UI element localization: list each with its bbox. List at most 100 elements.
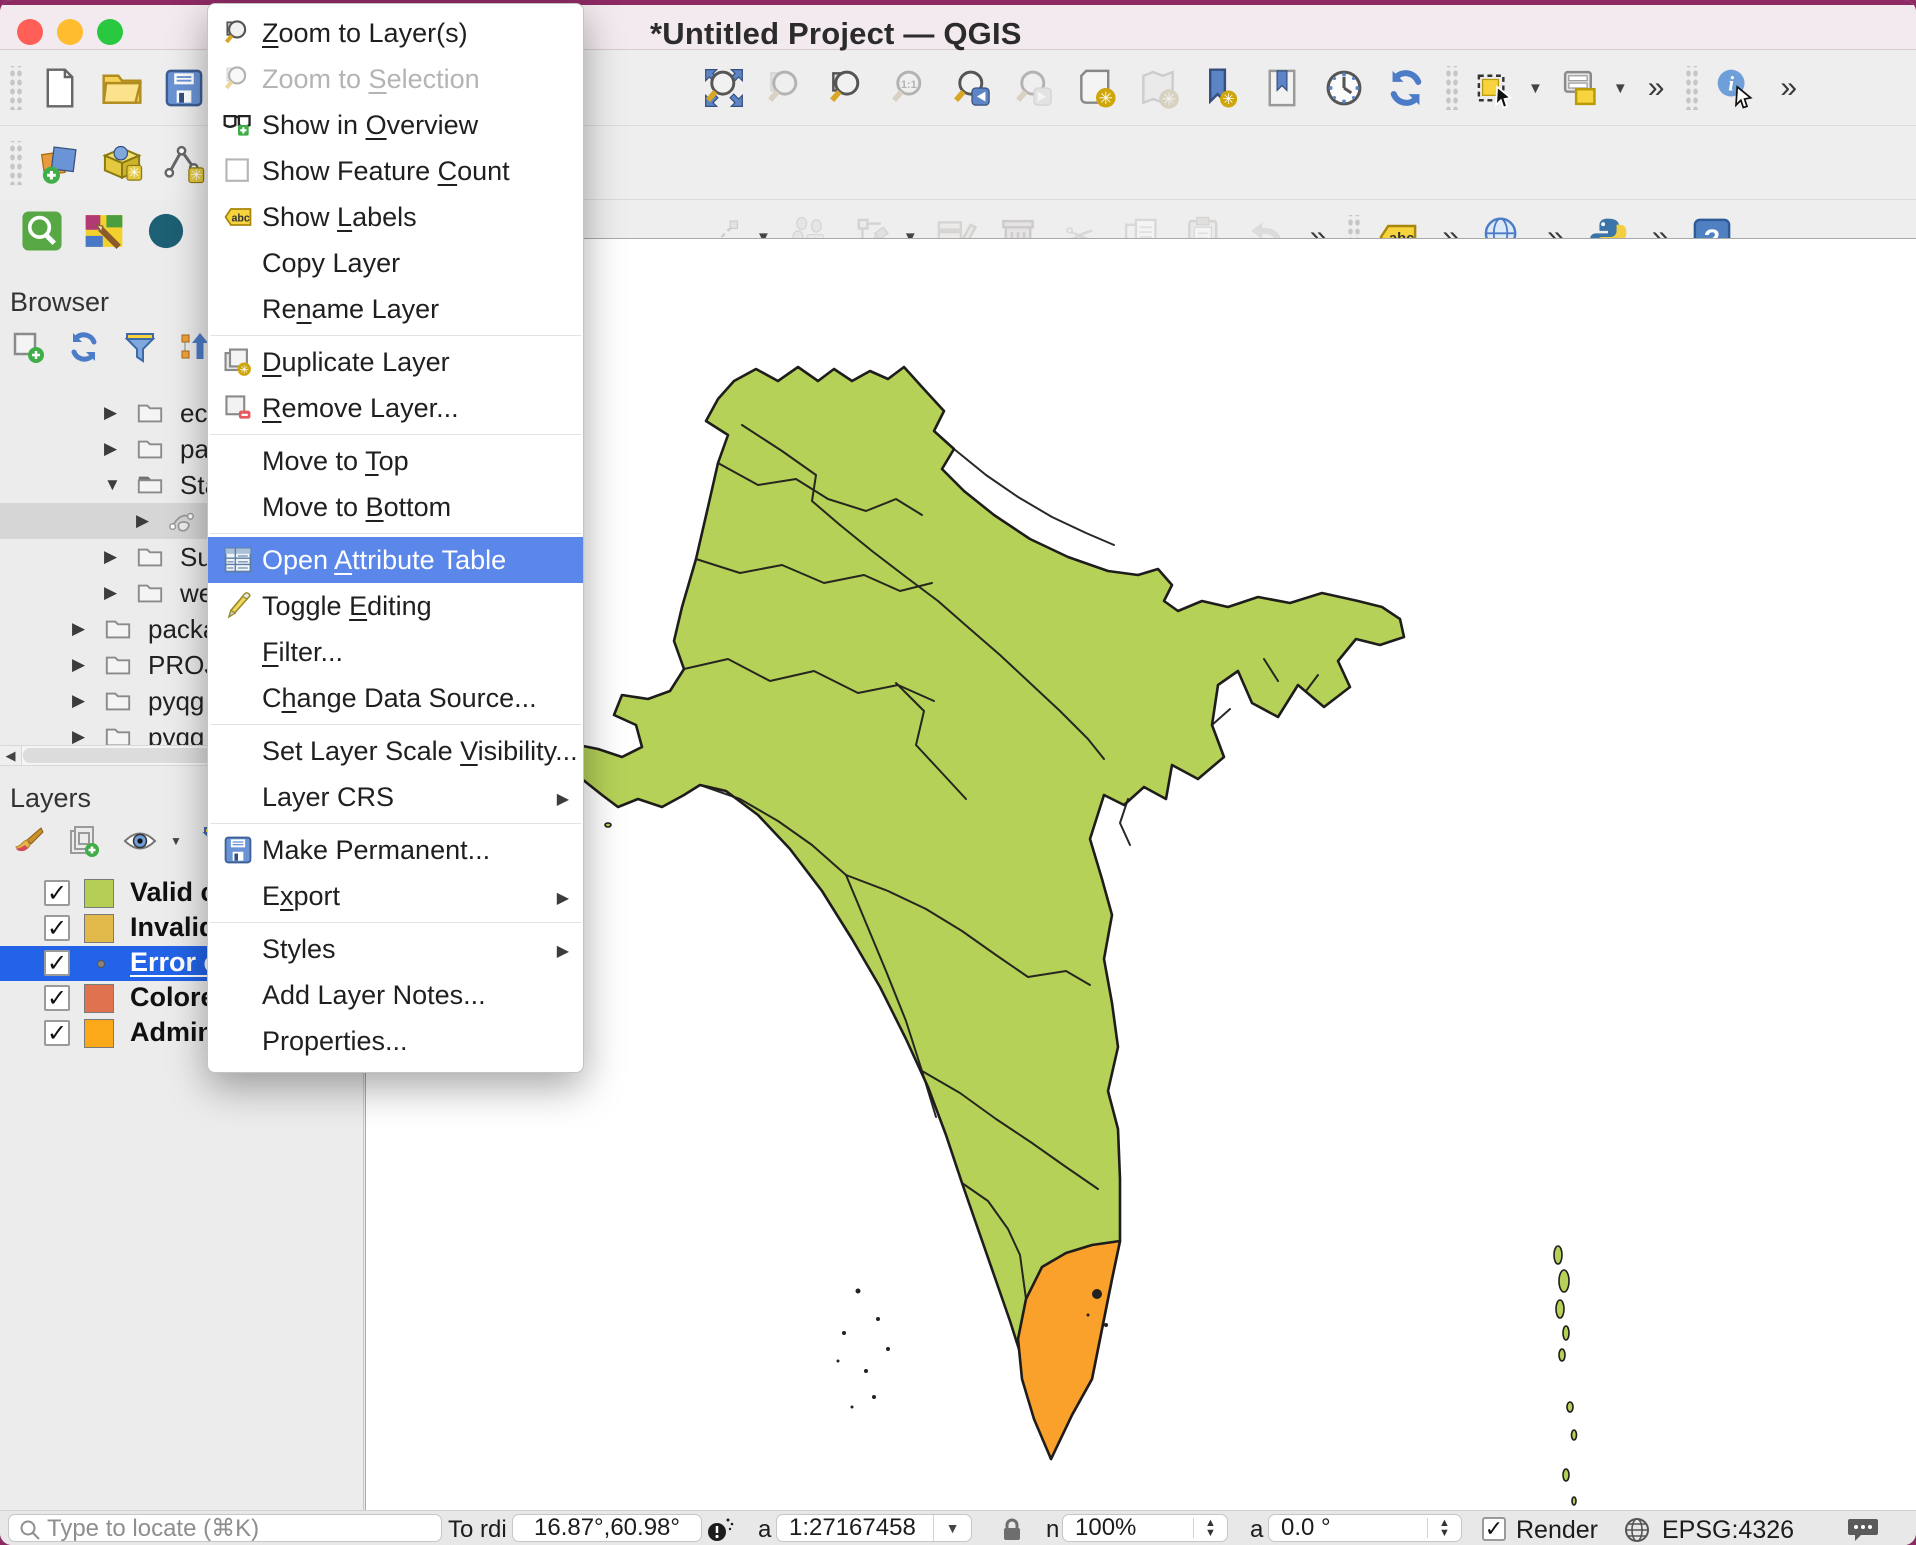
map-canvas[interactable] bbox=[365, 238, 1916, 1510]
expand-arrow-icon[interactable]: ▶ bbox=[104, 403, 118, 422]
coordinate-input[interactable]: 16.87°,60.98° bbox=[512, 1514, 702, 1542]
layer-row-colore[interactable]: ✓ Colore bbox=[0, 981, 364, 1016]
collapse-arrow-icon[interactable]: ▼ bbox=[104, 475, 121, 494]
render-checkbox[interactable]: ✓ bbox=[1482, 1517, 1506, 1541]
spinner-arrows[interactable]: ▲ ▼ bbox=[1427, 1518, 1461, 1539]
identify-icon[interactable]: i bbox=[1712, 64, 1760, 112]
new-layout-icon[interactable]: ✳ bbox=[1072, 64, 1120, 112]
toolbar-handle[interactable] bbox=[1444, 66, 1458, 110]
toolbar-overflow-button[interactable]: » bbox=[1780, 71, 1798, 104]
menu-item-filter[interactable]: Filter... bbox=[208, 629, 583, 675]
search-plugin-icon[interactable] bbox=[18, 207, 66, 255]
toolbar-handle[interactable] bbox=[1684, 66, 1699, 110]
crs-status[interactable]: EPSG:4326 bbox=[1662, 1516, 1795, 1544]
expand-arrow-icon[interactable]: ▶ bbox=[72, 655, 86, 674]
browser-tree-item-pyqg[interactable]: ▶ pyqg bbox=[0, 683, 364, 719]
expand-arrow-icon[interactable]: ▶ bbox=[104, 439, 118, 458]
folder-open-icon[interactable] bbox=[98, 64, 146, 112]
menu-item-show-in-overview[interactable]: Show in Overview bbox=[208, 102, 583, 148]
zoom-layer-icon[interactable] bbox=[824, 64, 872, 112]
menu-item-show-feature-count[interactable]: Show Feature Count bbox=[208, 148, 583, 194]
menu-item-add-layer-notes[interactable]: Add Layer Notes... bbox=[208, 972, 583, 1018]
messages-icon[interactable] bbox=[1846, 1516, 1880, 1545]
menu-item-set-layer-scale-visibility[interactable]: Set Layer Scale Visibility... bbox=[208, 728, 583, 774]
magnifier-spinbox[interactable]: 100% ▲ ▼ bbox=[1062, 1514, 1228, 1542]
layer-visibility-checkbox[interactable]: ✓ bbox=[44, 880, 70, 906]
add-layers-icon[interactable] bbox=[36, 139, 84, 187]
expand-arrow-icon[interactable]: ▶ bbox=[72, 727, 86, 746]
menu-item-move-to-top[interactable]: Move to Top bbox=[208, 438, 583, 484]
layer-row-valid-c[interactable]: ✓ Valid c bbox=[0, 876, 364, 911]
select-rectangle-icon[interactable] bbox=[1472, 64, 1520, 112]
new-bookmark-icon[interactable]: ✳ bbox=[1196, 64, 1244, 112]
lock-icon[interactable] bbox=[998, 1516, 1026, 1545]
zoom-last-icon[interactable] bbox=[948, 64, 996, 112]
menu-item-layer-crs[interactable]: Layer CRS ▶ bbox=[208, 774, 583, 820]
expand-arrow-icon[interactable]: ▶ bbox=[72, 691, 86, 710]
toolbar-handle[interactable] bbox=[8, 66, 22, 110]
themes-eye-icon[interactable] bbox=[120, 821, 160, 861]
spinner-arrows[interactable]: ▲ ▼ bbox=[1193, 1518, 1227, 1539]
layer-row-invalid[interactable]: ✓ Invalid bbox=[0, 911, 364, 946]
menu-item-move-to-bottom[interactable]: Move to Bottom bbox=[208, 484, 583, 530]
minimize-button[interactable] bbox=[57, 19, 83, 45]
rotation-spinbox[interactable]: 0.0 ° ▲ ▼ bbox=[1268, 1514, 1462, 1542]
style-brush-icon[interactable] bbox=[8, 821, 48, 861]
geopackage-icon[interactable]: ✳ bbox=[98, 139, 146, 187]
menu-item-change-data-source[interactable]: Change Data Source... bbox=[208, 675, 583, 721]
expand-arrow-icon[interactable]: ▶ bbox=[104, 583, 118, 602]
chevron-down-icon[interactable]: ▼ bbox=[1612, 79, 1628, 97]
menu-item-copy-layer[interactable]: Copy Layer bbox=[208, 240, 583, 286]
crs-globe-icon[interactable] bbox=[1622, 1515, 1652, 1545]
layer-visibility-checkbox[interactable]: ✓ bbox=[44, 985, 70, 1011]
menu-item-rename-layer[interactable]: Rename Layer bbox=[208, 286, 583, 332]
menu-item-styles[interactable]: Styles ▶ bbox=[208, 926, 583, 972]
expand-arrow-icon[interactable]: ▶ bbox=[72, 619, 86, 638]
menu-item-show-labels[interactable]: abc Show Labels bbox=[208, 194, 583, 240]
chevron-down-icon[interactable]: ▼ bbox=[1528, 79, 1543, 97]
toolbar-handle[interactable] bbox=[8, 141, 22, 185]
menu-item-duplicate-layer[interactable]: ✳ Duplicate Layer bbox=[208, 339, 583, 385]
browser-tree-item-Su[interactable]: ▶ Su bbox=[0, 539, 364, 575]
maptips-icon[interactable] bbox=[80, 207, 128, 255]
layer-visibility-checkbox[interactable]: ✓ bbox=[44, 915, 70, 941]
menu-item-toggle-editing[interactable]: Toggle Editing bbox=[208, 583, 583, 629]
show-bookmarks-icon[interactable] bbox=[1258, 64, 1306, 112]
file-new-icon[interactable] bbox=[36, 64, 84, 112]
mouse-extents-icon[interactable] bbox=[705, 1514, 735, 1545]
new-shapefile-icon[interactable]: ✳ bbox=[160, 139, 208, 187]
layer-visibility-checkbox[interactable]: ✓ bbox=[44, 950, 70, 976]
toolbar-overflow-button[interactable]: » bbox=[1647, 71, 1665, 104]
save-icon[interactable] bbox=[160, 64, 208, 112]
layer-visibility-checkbox[interactable]: ✓ bbox=[44, 1020, 70, 1046]
browser-tree-item-packa[interactable]: ▶ packa bbox=[0, 611, 364, 647]
menu-item-remove-layer[interactable]: Remove Layer... bbox=[208, 385, 583, 431]
zoom-full-icon[interactable] bbox=[700, 64, 748, 112]
menu-item-zoom-to-layer-s[interactable]: Zoom to Layer(s) bbox=[208, 10, 583, 56]
layer-row-admin[interactable]: ✓ Admin bbox=[0, 1016, 364, 1051]
expand-arrow-icon[interactable]: ▶ bbox=[136, 511, 150, 530]
close-button[interactable] bbox=[17, 19, 43, 45]
menu-item-make-permanent[interactable]: Make Permanent... bbox=[208, 827, 583, 873]
menu-item-export[interactable]: Export ▶ bbox=[208, 873, 583, 919]
select-form-icon[interactable] bbox=[1557, 64, 1605, 112]
refresh-icon[interactable] bbox=[1382, 64, 1430, 112]
chevron-down-icon[interactable]: ▼ bbox=[933, 1515, 971, 1541]
browser-tree-item-pa[interactable]: ▶ pa bbox=[0, 431, 364, 467]
collapse-tree-icon[interactable] bbox=[176, 327, 216, 367]
menu-item-properties[interactable]: Properties... bbox=[208, 1018, 583, 1064]
browser-tree-item-PROJ[interactable]: ▶ PROJ bbox=[0, 647, 364, 683]
scroll-left-arrow[interactable]: ◀ bbox=[0, 746, 22, 765]
funnel-icon[interactable] bbox=[120, 327, 160, 367]
expand-arrow-icon[interactable]: ▶ bbox=[104, 547, 118, 566]
temporal-controller-icon[interactable] bbox=[1320, 64, 1368, 112]
locator-search-input[interactable]: Type to locate (⌘K) bbox=[8, 1514, 442, 1542]
scale-combobox[interactable]: 1:27167458 ▼ bbox=[776, 1514, 972, 1542]
zoom-window-button[interactable] bbox=[97, 19, 123, 45]
add-group-icon[interactable] bbox=[64, 821, 104, 861]
chevron-down-icon[interactable]: ▼ bbox=[170, 834, 182, 848]
teal-circle-icon[interactable] bbox=[142, 207, 190, 255]
menu-item-open-attribute-table[interactable]: Open Attribute Table bbox=[208, 537, 583, 583]
refresh-icon[interactable] bbox=[64, 327, 104, 367]
browser-tree-item-ec[interactable]: ▶ ec bbox=[0, 395, 364, 431]
